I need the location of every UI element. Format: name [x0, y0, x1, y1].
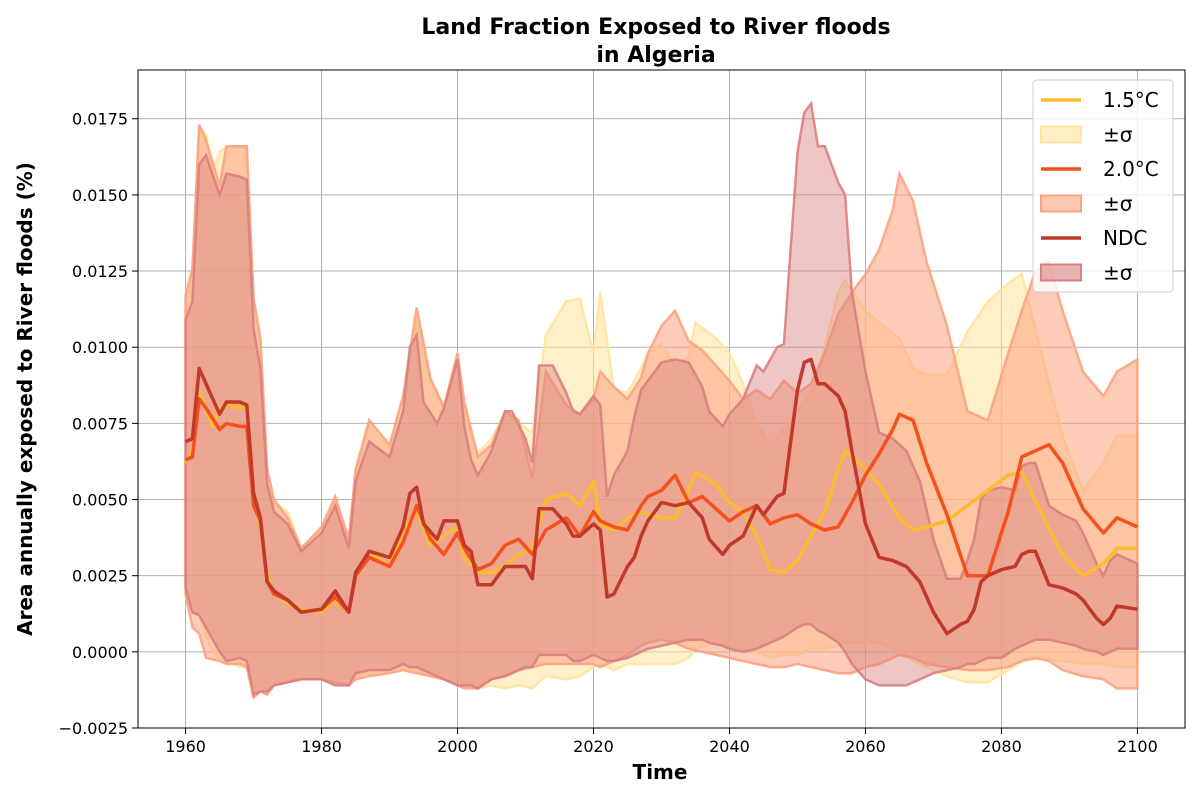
y-tick-label: 0.0075	[72, 414, 128, 433]
legend-label: ±σ	[1103, 123, 1133, 147]
legend-label: ±σ	[1103, 261, 1133, 285]
y-tick-label: 0.0000	[72, 643, 128, 662]
legend: 1.5°C ±σ 2.0°C ±σ NDC ±σ	[1032, 79, 1174, 293]
uncertainty-bands	[184, 100, 1139, 700]
y-tick-label: 0.0025	[72, 567, 128, 586]
legend-label: ±σ	[1103, 192, 1133, 216]
x-tick-label: 2000	[437, 737, 478, 756]
x-tick-label: 1960	[165, 737, 206, 756]
chart-subtitle: in Algeria	[596, 43, 715, 68]
x-tick-label: 2100	[1117, 737, 1158, 756]
y-tick-label: 0.0100	[72, 338, 128, 357]
y-tick-label: −0.0025	[59, 719, 128, 738]
x-tick-label: 2020	[573, 737, 614, 756]
line-ndc	[184, 357, 1138, 636]
legend-band-swatch	[1040, 125, 1082, 144]
legend-label: 1.5°C	[1103, 88, 1159, 112]
x-axis-label: Time	[633, 760, 688, 784]
chart-title: Land Fraction Exposed to River floods	[421, 15, 890, 40]
y-axis-ticks: −0.0025 0.0000 0.0025 0.0050 0.0075 0.0100 0.0…	[59, 110, 138, 738]
x-tick-label: 2060	[845, 737, 886, 756]
plot-frame	[137, 69, 1186, 729]
y-tick-label: 0.0150	[72, 186, 128, 205]
x-tick-label: 2080	[981, 737, 1022, 756]
y-tick-label: 0.0175	[72, 110, 128, 129]
y-axis-label: Area annually exposed to River floods (%…	[13, 162, 37, 636]
x-axis-ticks: 1960 1980 2000 2020 2040 2060 2080 2100	[165, 728, 1158, 756]
band-ndc	[184, 100, 1139, 697]
y-tick-label: 0.0125	[72, 262, 128, 281]
legend-label: NDC	[1103, 226, 1147, 250]
legend-label: 2.0°C	[1103, 157, 1159, 181]
legend-band-swatch	[1040, 194, 1082, 213]
x-tick-label: 2040	[709, 737, 750, 756]
y-tick-label: 0.0050	[72, 491, 128, 510]
x-tick-label: 1980	[301, 737, 342, 756]
series-lines	[184, 357, 1139, 636]
legend-band-swatch	[1040, 263, 1082, 282]
